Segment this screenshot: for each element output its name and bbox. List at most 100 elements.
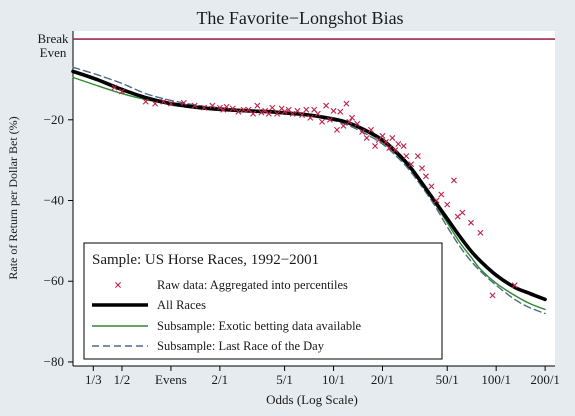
raw-data-point bbox=[142, 98, 149, 105]
point-stroke bbox=[254, 102, 261, 109]
raw-data-point bbox=[160, 98, 167, 105]
even-label: Even bbox=[40, 45, 67, 60]
point-stroke bbox=[235, 108, 242, 115]
point-stroke bbox=[229, 105, 236, 112]
raw-data-point bbox=[395, 141, 402, 148]
point-stroke bbox=[160, 98, 167, 105]
raw-data-point bbox=[428, 183, 435, 190]
point-stroke bbox=[400, 143, 407, 150]
raw-data-point bbox=[392, 147, 399, 154]
raw-data-point bbox=[167, 100, 174, 107]
chart-title: The Favorite−Longshot Bias bbox=[196, 8, 403, 28]
raw-data-point bbox=[400, 143, 407, 150]
raw-data-point bbox=[372, 143, 379, 150]
raw-data-point bbox=[477, 229, 484, 236]
legend-entry: All Races bbox=[92, 298, 206, 312]
point-stroke bbox=[363, 134, 370, 141]
point-stroke bbox=[454, 213, 461, 220]
point-stroke bbox=[265, 110, 272, 117]
raw-data-point bbox=[386, 145, 393, 152]
point-stroke bbox=[511, 282, 518, 289]
raw-data-point bbox=[459, 209, 466, 216]
point-stroke bbox=[337, 108, 344, 115]
raw-data-point bbox=[209, 102, 216, 109]
raw-data-point bbox=[201, 104, 208, 111]
point-stroke bbox=[323, 102, 330, 109]
point-stroke bbox=[289, 110, 296, 117]
point-stroke bbox=[326, 116, 333, 123]
raw-data-points bbox=[111, 84, 518, 299]
raw-data-point bbox=[314, 110, 321, 117]
point-stroke bbox=[477, 229, 484, 236]
point-stroke bbox=[303, 106, 310, 113]
point-stroke bbox=[314, 110, 321, 117]
x-tick-label: 200/1 bbox=[530, 372, 560, 387]
point-stroke bbox=[467, 219, 474, 226]
point-stroke bbox=[433, 197, 440, 204]
raw-data-point bbox=[265, 110, 272, 117]
point-stroke bbox=[346, 118, 353, 125]
point-stroke bbox=[428, 183, 435, 190]
legend-entry: Raw data: Aggregated into percentiles bbox=[115, 278, 348, 292]
point-stroke bbox=[319, 118, 326, 125]
point-stroke bbox=[414, 153, 421, 160]
x-tick-label: 10/1 bbox=[322, 372, 345, 387]
legend-entry: Subsample: Exotic betting data available bbox=[92, 319, 362, 333]
raw-data-point bbox=[433, 197, 440, 204]
point-stroke bbox=[382, 139, 389, 145]
raw-data-point bbox=[343, 100, 350, 107]
raw-data-point bbox=[235, 108, 242, 115]
point-stroke bbox=[343, 100, 350, 107]
point-stroke bbox=[223, 103, 230, 110]
x-axis: 1/3 1/2 Evens 2/1 5/1 10/1 20/1 50/1 100/1 200/1 bbox=[73, 365, 560, 387]
point-stroke bbox=[330, 107, 337, 114]
point-stroke bbox=[250, 110, 257, 117]
raw-data-point bbox=[379, 132, 386, 139]
point-stroke bbox=[444, 201, 451, 208]
x-tick-label: 2/1 bbox=[212, 372, 229, 387]
x-tick-label: 1/3 bbox=[85, 372, 102, 387]
raw-data-point bbox=[111, 84, 118, 91]
point-stroke bbox=[209, 102, 216, 109]
raw-data-point bbox=[346, 118, 353, 125]
raw-data-point bbox=[152, 100, 159, 107]
raw-data-point bbox=[489, 292, 496, 299]
y-tick-label: −40 bbox=[44, 193, 64, 208]
point-stroke bbox=[245, 106, 252, 113]
y-axis: −20 −40 −60 −80 bbox=[44, 31, 74, 369]
point-stroke bbox=[299, 111, 306, 118]
point-stroke bbox=[450, 177, 457, 184]
point-stroke bbox=[152, 100, 159, 107]
point-stroke bbox=[354, 120, 361, 127]
point-stroke bbox=[274, 110, 281, 117]
legend: Sample: US Horse Races, 1992−2001 Raw da… bbox=[83, 242, 443, 360]
y-axis-label: Rate of Return per Dollar Bet (%) bbox=[6, 116, 20, 279]
legend-entry: Subsample: Last Race of the Day bbox=[92, 339, 325, 353]
x-tick-label: 5/1 bbox=[276, 372, 293, 387]
point-stroke bbox=[180, 99, 187, 106]
point-stroke bbox=[386, 145, 393, 152]
point-stroke bbox=[258, 109, 265, 116]
all-races-line bbox=[71, 69, 547, 302]
point-stroke bbox=[307, 114, 314, 121]
point-stroke bbox=[167, 100, 174, 107]
point-stroke bbox=[269, 104, 276, 111]
point-stroke bbox=[216, 104, 223, 111]
raw-data-point bbox=[240, 106, 247, 113]
point-stroke bbox=[278, 105, 285, 112]
raw-data-point bbox=[274, 110, 281, 117]
raw-data-point bbox=[408, 161, 415, 168]
x-tick-label: 20/1 bbox=[371, 372, 394, 387]
point-stroke bbox=[395, 141, 402, 148]
raw-data-point bbox=[422, 173, 429, 180]
y-tick-label: −20 bbox=[44, 112, 64, 127]
x-tick-label: 50/1 bbox=[436, 372, 459, 387]
point-stroke bbox=[422, 173, 429, 180]
raw-data-point bbox=[223, 103, 230, 110]
raw-data-point bbox=[254, 102, 261, 109]
raw-data-point bbox=[323, 102, 330, 109]
raw-data-point bbox=[403, 153, 410, 160]
point-stroke bbox=[389, 134, 396, 141]
